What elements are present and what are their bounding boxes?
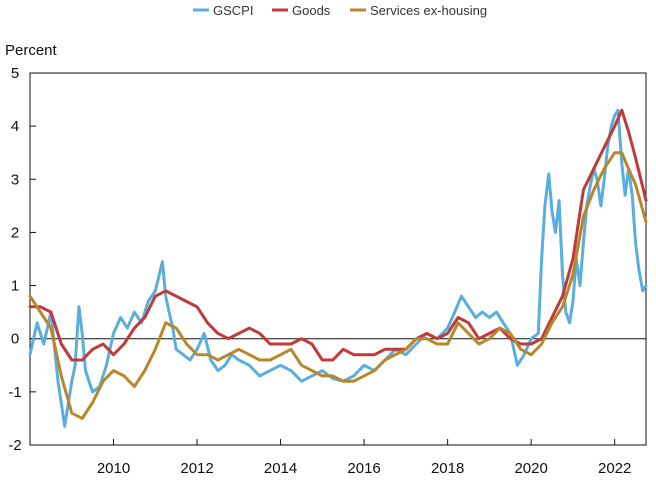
y-tick-label: 0	[11, 331, 19, 348]
y-axis-label: Percent	[5, 42, 58, 59]
y-tick-label: -2	[8, 437, 21, 454]
x-axis: 2010 2012 2014 2016 2018 2020 2022	[97, 439, 631, 477]
x-tick-label: 2018	[431, 460, 464, 477]
x-tick-label: 2020	[514, 460, 547, 477]
x-tick-label: 2012	[180, 460, 213, 477]
x-tick-label: 2016	[347, 460, 380, 477]
y-tick-label: -1	[8, 384, 21, 401]
legend-label: Services ex-housing	[370, 3, 487, 18]
y-axis: -2 -1 0 1 2 3 4 5	[8, 65, 36, 454]
y-tick-label: 3	[11, 171, 19, 188]
y-tick-label: 2	[11, 224, 19, 241]
y-tick-label: 4	[11, 118, 19, 135]
y-tick-label: 5	[11, 65, 19, 82]
legend: GSCPI Goods Services ex-housing	[193, 3, 487, 18]
x-tick-label: 2010	[97, 460, 130, 477]
x-tick-label: 2022	[598, 460, 631, 477]
series-layer	[28, 108, 648, 428]
legend-label: Goods	[292, 3, 331, 18]
plot-frame	[29, 72, 647, 446]
series-line-services-ex-housing	[28, 151, 648, 420]
y-tick-label: 1	[11, 278, 19, 295]
x-tick-label: 2014	[264, 460, 297, 477]
legend-label: GSCPI	[213, 3, 253, 18]
series-line-goods	[28, 108, 648, 362]
